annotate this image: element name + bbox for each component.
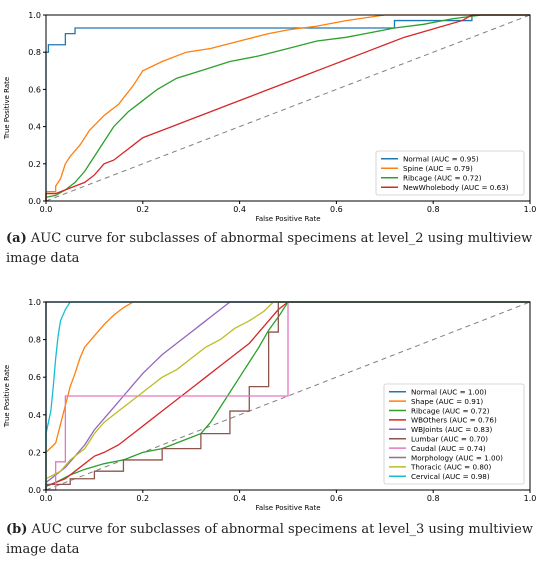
y-tick-label: 1.0 [28,298,41,307]
roc-line-shape [45,301,530,490]
legend-entry: WBOthers (AUC = 0.76) [411,416,497,425]
caption-b-text: AUC curve for subclasses of abnormal spe… [6,522,533,557]
legend-entry: Spine (AUC = 0.79) [403,164,473,173]
y-tick-label: 0.2 [28,448,41,457]
chance-diagonal [45,14,531,202]
legend-entry: Thoracic (AUC = 0.80) [410,463,491,472]
y-tick-label: 0.4 [28,123,41,132]
legend-box [375,150,525,196]
x-tick-label: 0.6 [330,205,343,214]
caption-b: (b) AUC curve for subclasses of abnormal… [6,520,544,560]
roc-line-newwholebody [45,14,530,201]
roc-chart-level3: 0.0 0.2 0.4 0.6 0.8 1.0 0.0 0.2 0.4 0.6 0.8 1.0 Fals… [3,298,537,512]
legend-entry: Normal (AUC = 1.00) [411,388,487,397]
y-tick-label: 0.4 [28,411,41,420]
legend-entry: Cervical (AUC = 0.98) [411,472,490,481]
legend-entry: Lumbar (AUC = 0.70) [411,435,488,444]
roc-line-cervical [45,301,530,490]
legend-entry: Ribcage (AUC = 0.72) [403,174,482,183]
x-axis-label: False Positive Rate [255,215,320,223]
legend-entry: Shape (AUC = 0.91) [411,397,483,406]
y-tick-label: 0.8 [28,336,41,345]
plot-frame [45,301,531,491]
caption-a: (a) AUC curve for subclasses of abnormal… [6,229,544,269]
y-tick-label: 0.0 [28,197,41,206]
legend: Normal (AUC = 0.95)Spine (AUC = 0.79)Rib… [375,150,525,196]
legend-box [383,383,525,485]
legend-entry: Normal (AUC = 0.95) [403,155,479,164]
roc-line-caudal [46,301,530,491]
y-tick-label: 0.2 [28,160,41,169]
y-tick-label: 1.0 [28,11,41,20]
x-tick-label: 1.0 [524,494,537,503]
y-tick-label: 0.0 [28,486,41,495]
x-tick-label: 0.6 [330,494,343,503]
x-tick-label: 1.0 [524,205,537,214]
legend-entry: Caudal (AUC = 0.74) [411,444,486,453]
y-axis-label: True Positive Rate [3,77,11,140]
y-tick-label: 0.8 [28,48,41,57]
x-axis-label: False Positive Rate [255,504,320,512]
x-tick-label: 0.2 [136,494,149,503]
caption-b-label: (b) [6,522,28,537]
y-axis-label: True Positive Rate [3,365,11,428]
legend-entry: WBJoints (AUC = 0.83) [411,425,493,434]
roc-line-thoracic [45,301,530,490]
roc-line-ribcage [45,14,530,201]
roc-line-lumbar [45,301,530,490]
legend-entry: Morphology (AUC = 1.00) [411,453,503,462]
roc-line-normal [45,14,530,201]
x-tick-label: 0.0 [40,494,53,503]
roc-line-wbjoints [45,301,530,490]
legend-entry: Ribcage (AUC = 0.72) [411,406,490,415]
x-tick-label: 0.8 [427,494,440,503]
legend: Normal (AUC = 1.00)Shape (AUC = 0.91)Rib… [383,383,525,485]
legend-entry: NewWholebody (AUC = 0.63) [403,183,509,192]
y-tick-label: 0.6 [28,373,41,382]
caption-a-label: (a) [6,231,27,246]
x-tick-label: 0.8 [427,205,440,214]
roc-line-spine [45,14,530,201]
caption-a-text: AUC curve for subclasses of abnormal spe… [6,231,533,266]
x-tick-label: 0.0 [40,205,53,214]
chance-diagonal [45,301,531,491]
y-tick-label: 0.6 [28,85,41,94]
x-tick-label: 0.4 [233,205,246,214]
x-tick-label: 0.4 [233,494,246,503]
roc-chart-level2: 0.0 0.2 0.4 0.6 0.8 1.0 0.0 0.2 0.4 0.6 0.8 1.0 Fals… [3,11,537,223]
x-tick-label: 0.2 [136,205,149,214]
plot-frame [45,14,531,202]
roc-line-wbothers [45,301,530,490]
